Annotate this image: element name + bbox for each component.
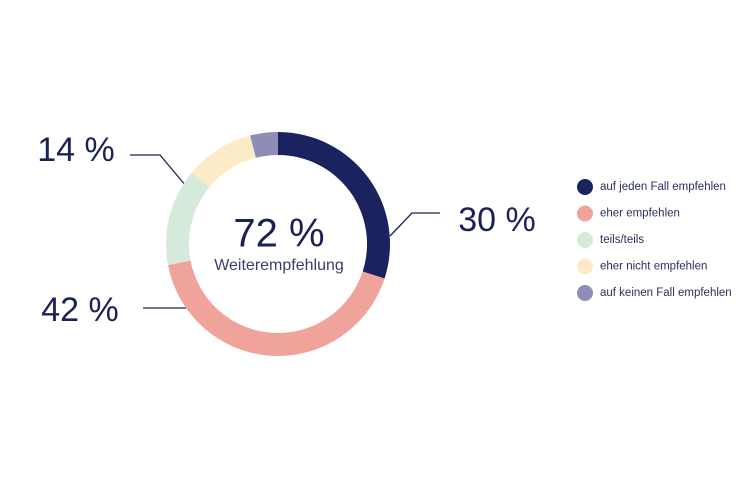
legend-label: auf keinen Fall empfehlen: [600, 287, 732, 299]
donut-segment: [250, 132, 278, 158]
donut-segment: [166, 172, 210, 265]
legend-swatch: [577, 232, 593, 248]
donut-segment: [278, 132, 390, 279]
legend-label: eher empfehlen: [600, 208, 680, 220]
value-label: 42 %: [41, 291, 119, 329]
value-label: 14 %: [37, 131, 115, 169]
center-label: Weiterempfehlung: [214, 257, 344, 274]
legend-label: auf jeden Fall empfehlen: [600, 181, 726, 193]
legend-swatch: [577, 258, 593, 275]
legend-swatch: [577, 205, 593, 222]
legend-label: eher nicht empfehlen: [600, 261, 707, 273]
value-label: 30 %: [458, 201, 536, 239]
leader-line: [389, 212, 440, 237]
leader-line: [130, 154, 187, 187]
donut-segment: [167, 260, 385, 357]
legend-label: teils/teils: [600, 234, 644, 246]
legend-swatch: [577, 179, 593, 195]
center-value: 72 %: [233, 212, 324, 256]
donut-segment: [191, 135, 256, 188]
legend-swatch: [577, 285, 593, 301]
